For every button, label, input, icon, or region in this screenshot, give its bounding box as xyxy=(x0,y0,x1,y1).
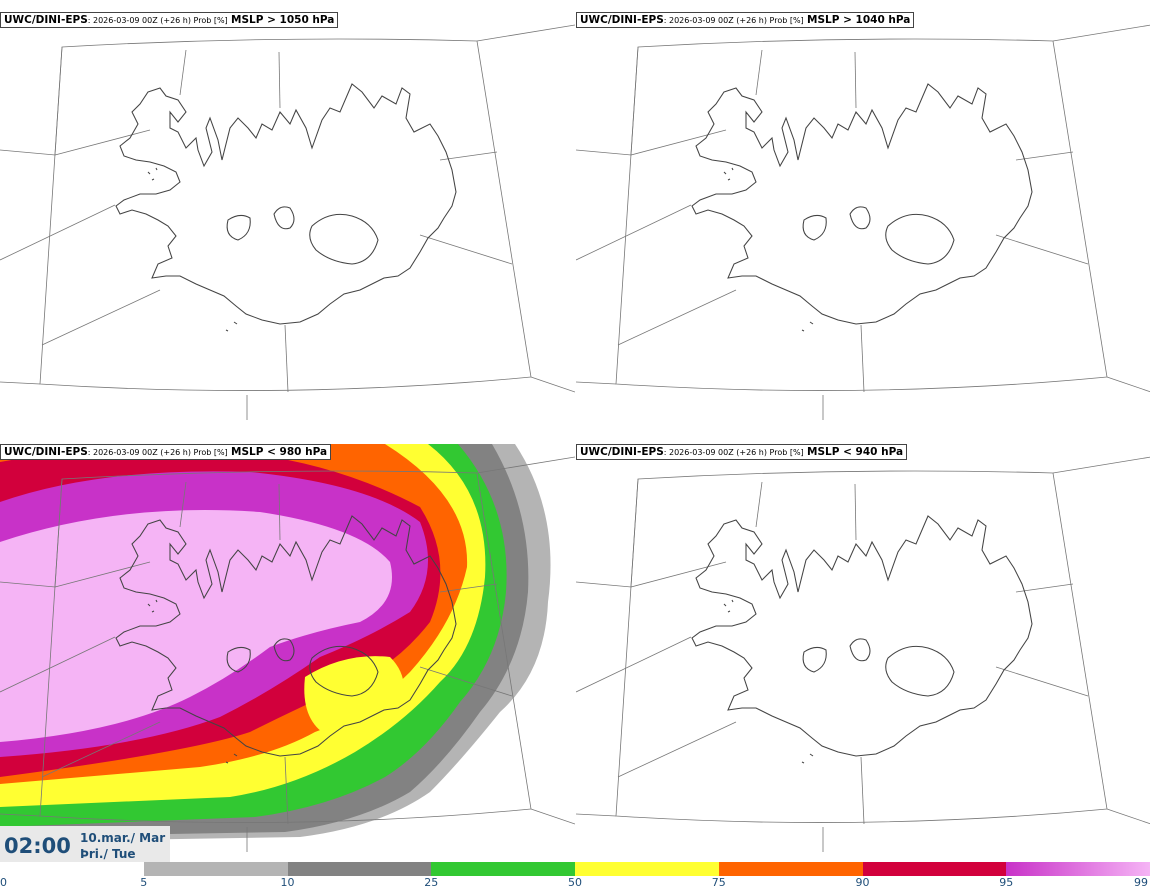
map-canvas xyxy=(0,444,575,853)
colorbar-tick-label: 25 xyxy=(424,876,439,889)
colorbar-tick-label: 50 xyxy=(568,876,582,889)
valid-time-box: 02:00 10.mar./ Mar Þri./ Tue xyxy=(0,826,170,862)
valid-day-line: Þri./ Tue xyxy=(80,847,136,861)
colorbar-tick-label: 99 xyxy=(1134,876,1148,889)
colorbar-segment xyxy=(862,862,1007,876)
colorbar-tick-label: 75 xyxy=(711,876,726,889)
probability-colorbar xyxy=(0,862,1150,876)
prob-band-75-inner xyxy=(304,656,404,738)
probability-shading xyxy=(0,444,551,842)
colorbar-tick-label: 95 xyxy=(999,876,1014,889)
panel-title: UWC/DINI-EPS: 2026-03-09 00Z (+26 h) Pro… xyxy=(576,444,908,460)
colorbar-segment xyxy=(718,862,863,876)
colorbar-segment xyxy=(143,862,288,876)
map-panel-mslp-gt-1050: UWC/DINI-EPS: 2026-03-09 00Z (+26 h) Pro… xyxy=(0,0,575,432)
map-canvas xyxy=(576,456,1150,853)
colorbar-tick-label: 90 xyxy=(855,876,870,889)
map-panel-mslp-gt-1040: UWC/DINI-EPS: 2026-03-09 00Z (+26 h) Pro… xyxy=(576,0,1150,432)
colorbar-tick-label: 0 xyxy=(0,876,7,889)
colorbar-segment xyxy=(1006,862,1150,876)
valid-date-line: 10.mar./ Mar xyxy=(80,831,166,845)
map-canvas xyxy=(0,24,575,421)
prob-band-99 xyxy=(0,510,392,742)
map-panel-mslp-lt-940: UWC/DINI-EPS: 2026-03-09 00Z (+26 h) Pro… xyxy=(576,432,1150,864)
colorbar-segment xyxy=(287,862,432,876)
panel-title: UWC/DINI-EPS: 2026-03-09 00Z (+26 h) Pro… xyxy=(576,12,915,28)
valid-date: 10.mar./ Mar Þri./ Tue xyxy=(80,830,165,862)
panel-title: UWC/DINI-EPS: 2026-03-09 00Z (+26 h) Pro… xyxy=(0,444,332,460)
colorbar-segment xyxy=(0,862,144,876)
valid-time: 02:00 xyxy=(4,834,71,858)
colorbar-segment xyxy=(431,862,575,876)
colorbar-segment xyxy=(575,862,719,876)
map-canvas xyxy=(576,24,1150,421)
map-panel-mslp-lt-980: UWC/DINI-EPS: 2026-03-09 00Z (+26 h) Pro… xyxy=(0,432,575,864)
colorbar-tick-label: 5 xyxy=(140,876,148,889)
colorbar-tick-label: 10 xyxy=(280,876,295,889)
panel-title: UWC/DINI-EPS: 2026-03-09 00Z (+26 h) Pro… xyxy=(0,12,339,28)
